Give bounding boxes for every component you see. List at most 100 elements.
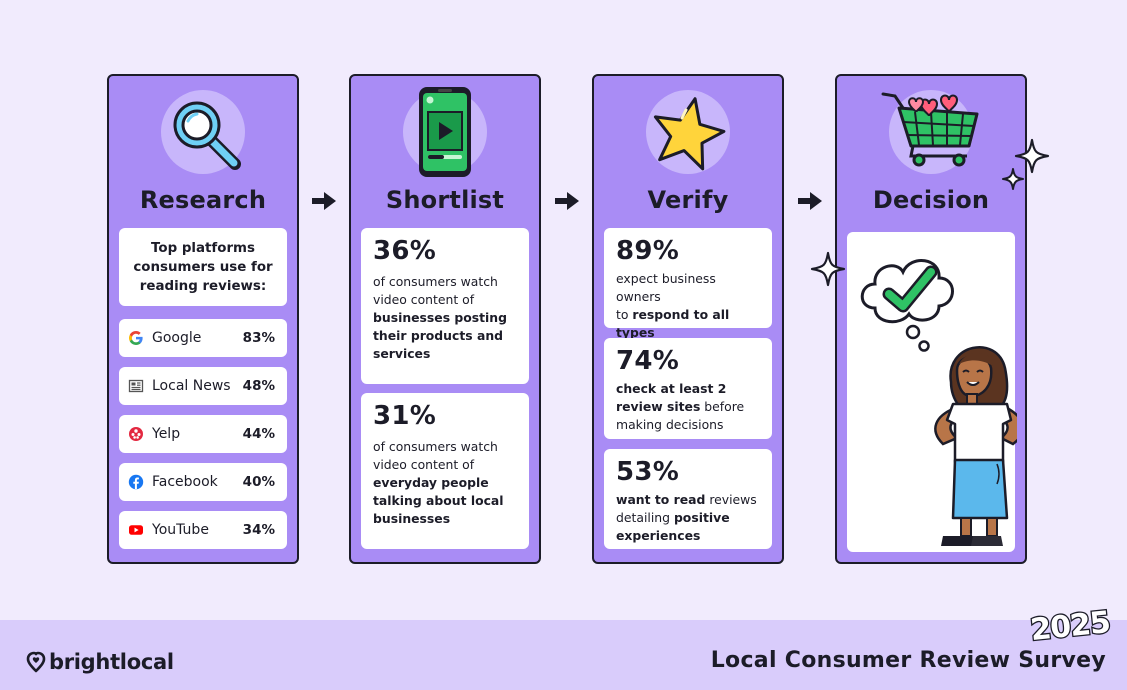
stat-text: to <box>616 307 633 322</box>
platform-percent: 40% <box>242 474 275 490</box>
facebook-icon <box>128 474 144 490</box>
stat-line: expect business owners <box>616 270 760 306</box>
stat-card: 74% check at least 2 review sites before m… <box>604 338 772 439</box>
location-pin-heart-icon <box>26 651 46 673</box>
brand-name: brightlocal <box>49 650 174 674</box>
stat-text-bold: talking about local <box>373 493 504 508</box>
stat-text: video content of <box>373 457 475 472</box>
stat-text-bold: review sites <box>616 399 701 414</box>
stat-description: expect business owners to respond to all … <box>616 270 760 360</box>
stat-card: 36% of consumers watch video content of bu… <box>361 228 529 384</box>
arrow-right-icon <box>798 192 822 210</box>
stat-line: video content of <box>373 291 517 309</box>
stat-line: everyday people <box>373 474 517 492</box>
column-title: Shortlist <box>385 186 505 214</box>
platform-row-yelp: Yelp 44% <box>119 415 287 453</box>
platform-name: Yelp <box>152 426 181 442</box>
decision-illustration-card <box>847 232 1025 552</box>
magnifier-icon <box>161 90 245 174</box>
platform-row-youtube: YouTube 34% <box>119 511 287 549</box>
stat-line: of consumers watch <box>373 273 517 291</box>
shortlist-column: Shortlist 36% of consumers watch video co… <box>349 74 541 564</box>
stat-text-bold: experiences <box>616 528 701 543</box>
stat-text: of consumers watch <box>373 274 498 289</box>
brand-logo: brightlocal <box>26 650 174 674</box>
youtube-icon <box>128 522 144 538</box>
year-badge: 2025 <box>1027 604 1112 648</box>
shopping-cart-icon <box>881 90 979 174</box>
platform-row-facebook: Facebook 40% <box>119 463 287 501</box>
stat-card: 53% want to read reviews detailing positi… <box>604 449 772 549</box>
stat-description: want to read reviews detailing positive ex… <box>616 491 760 545</box>
stat-text-bold: check at least 2 <box>616 381 727 396</box>
stat-value: 31% <box>373 401 437 431</box>
stat-text: reviews <box>705 492 757 507</box>
stat-line: check at least 2 <box>616 380 760 398</box>
stat-line: businesses posting <box>373 309 517 327</box>
stat-text: of consumers watch <box>373 439 498 454</box>
stat-value: 89% <box>616 236 680 266</box>
stat-line: video content of <box>373 456 517 474</box>
platform-percent: 44% <box>242 426 275 442</box>
column-title: Decision <box>872 186 990 214</box>
stat-card: 89% expect business owners to respond to … <box>604 228 772 358</box>
intro-card: Top platforms consumers use for reading … <box>119 228 287 306</box>
sparkle-icon <box>810 251 846 287</box>
stat-line: of consumers watch <box>373 438 517 456</box>
survey-title: Local Consumer Review Survey <box>710 648 1106 673</box>
stat-text-bold: respond to all types <box>616 307 730 340</box>
stat-value: 53% <box>616 457 680 487</box>
arrow-right-icon <box>312 192 336 210</box>
stat-description: of consumers watch video content of everyd… <box>373 438 517 528</box>
sparkle-icon <box>1002 168 1024 190</box>
platform-percent: 48% <box>242 378 275 394</box>
google-icon <box>128 330 144 346</box>
person-with-checkmark-thought-illustration <box>860 259 1025 546</box>
research-column: Research Top platforms consumers use for… <box>107 74 299 564</box>
year-text: 2025 <box>1029 605 1112 648</box>
stat-text-bold: want to read <box>616 492 706 507</box>
verify-column: Verify 89% expect business owners to resp… <box>592 74 784 564</box>
stat-line: talking about local <box>373 492 517 510</box>
stat-line: making decisions <box>616 416 760 434</box>
platform-name: Google <box>152 330 202 346</box>
platform-name: YouTube <box>152 522 209 538</box>
arrow-right-icon <box>555 192 579 210</box>
stat-text: making decisions <box>616 417 724 432</box>
intro-line: Top platforms <box>151 241 255 256</box>
stat-value: 36% <box>373 236 437 266</box>
stat-line: review sites before <box>616 398 760 416</box>
intro-line: reading reviews: <box>139 279 267 294</box>
decision-column: Decision <box>835 74 1027 564</box>
stat-line: to respond to all types <box>616 306 760 342</box>
stat-text-bold: everyday people <box>373 475 489 490</box>
intro-line: consumers use for <box>133 260 273 275</box>
stat-text: expect business owners <box>616 271 716 304</box>
platform-name: Local News <box>152 378 231 394</box>
stat-line: their products and <box>373 327 517 345</box>
platform-name: Facebook <box>152 474 218 490</box>
newspaper-icon <box>128 378 144 394</box>
phone-video-icon <box>403 87 487 177</box>
stat-text-bold: businesses <box>373 511 451 526</box>
stat-line: services <box>373 345 517 363</box>
stat-text: before <box>700 399 745 414</box>
column-title: Verify <box>647 186 729 214</box>
star-icon <box>646 90 730 174</box>
sparkle-icon <box>1014 138 1050 174</box>
footer: brightlocal Local Consumer Review Survey <box>0 620 1127 690</box>
platform-percent: 34% <box>242 522 275 538</box>
column-title: Research <box>139 186 267 214</box>
stat-line: want to read reviews <box>616 491 760 509</box>
stat-value: 74% <box>616 346 680 376</box>
platform-row-local-news: Local News 48% <box>119 367 287 405</box>
stat-text: video content of <box>373 292 475 307</box>
stat-card: 31% of consumers watch video content of ev… <box>361 393 529 549</box>
stat-line: detailing positive <box>616 509 760 527</box>
platform-percent: 83% <box>242 330 275 346</box>
stat-description: check at least 2 review sites before makin… <box>616 380 760 434</box>
stat-text: detailing <box>616 510 674 525</box>
stat-line: businesses <box>373 510 517 528</box>
stat-line: experiences <box>616 527 760 545</box>
stat-text-bold: businesses posting <box>373 310 507 325</box>
